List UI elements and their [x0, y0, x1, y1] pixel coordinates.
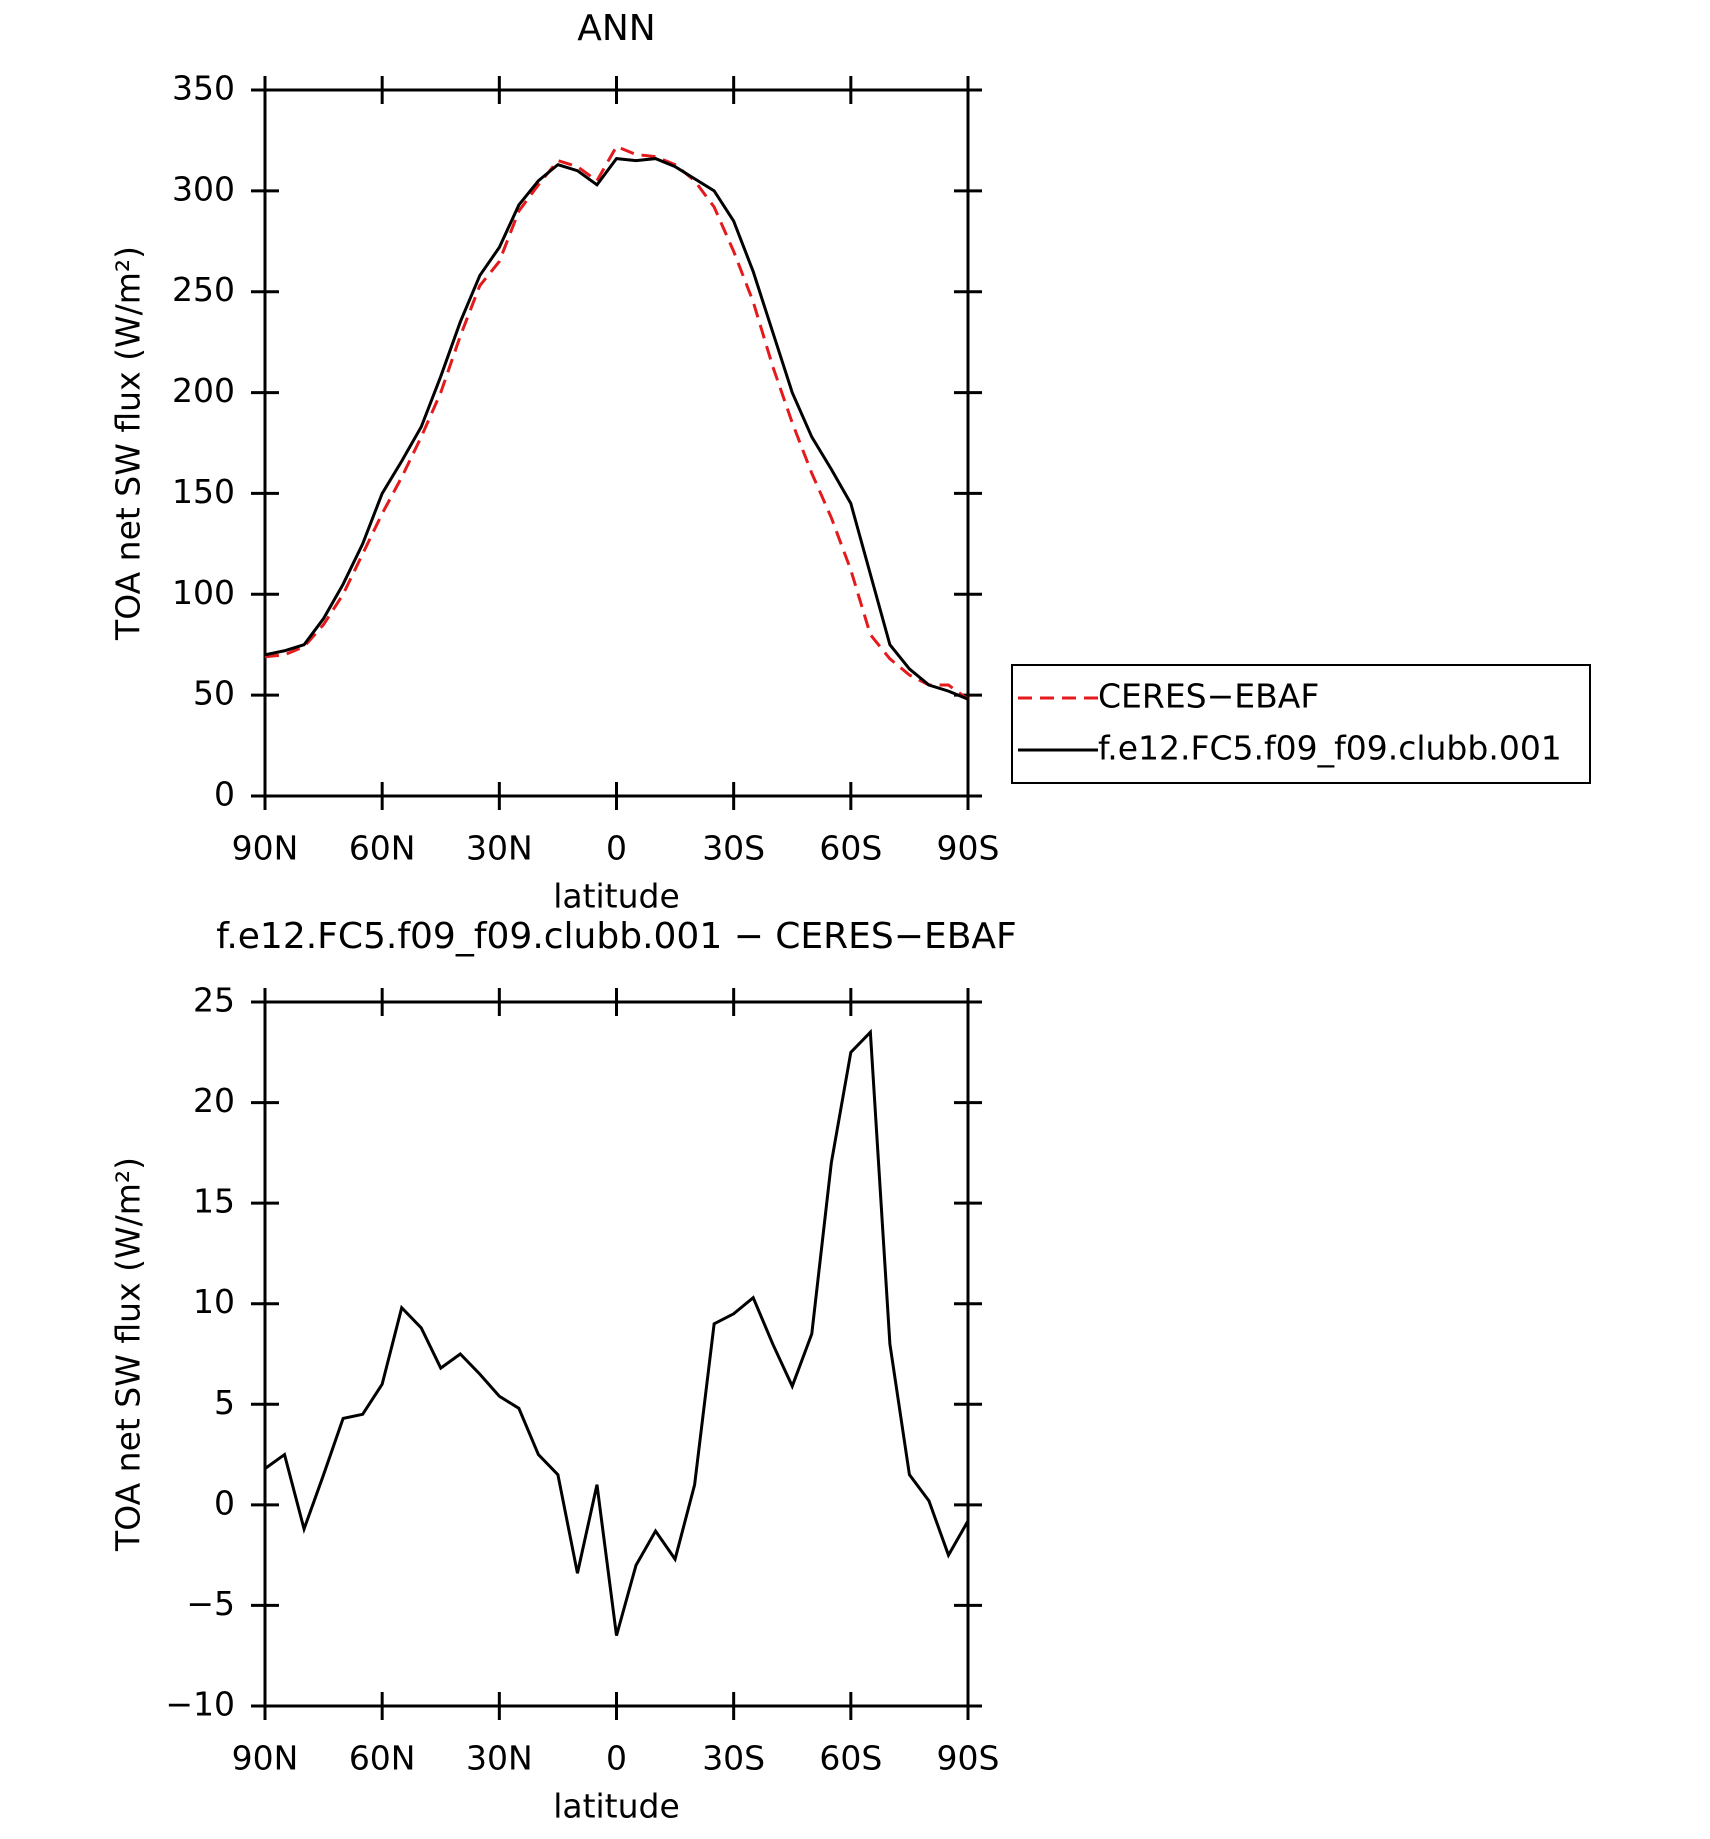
x-axis-label: latitude [553, 1787, 680, 1826]
x-tick-label: 60N [349, 1739, 416, 1778]
x-tick-label: 30N [466, 829, 533, 868]
x-tick-label: 30N [466, 1739, 533, 1778]
y-tick-label: 100 [172, 573, 235, 612]
x-tick-label: 60S [819, 829, 882, 868]
y-tick-label: 150 [172, 472, 235, 511]
x-tick-label: 30S [702, 1739, 765, 1778]
x-tick-label: 30S [702, 829, 765, 868]
series-line [264, 157, 969, 701]
legend-label: f.e12.FC5.f09_f09.clubb.001 [1098, 729, 1562, 768]
y-tick-label: 50 [193, 674, 235, 713]
y-tick-label: 5 [214, 1383, 235, 1422]
y-tick-label: 25 [193, 981, 235, 1020]
y-tick-label: 0 [214, 775, 235, 814]
legend-box [1011, 664, 1591, 784]
x-tick-label: 60S [819, 1739, 882, 1778]
plot-frame [263, 1000, 970, 1708]
y-tick-label: 300 [172, 169, 235, 208]
y-tick-label: −10 [165, 1685, 235, 1724]
x-axis-label: latitude [553, 877, 680, 916]
y-tick-label: 10 [193, 1282, 235, 1321]
chart-title: f.e12.FC5.f09_f09.clubb.001 − CERES−EBAF [216, 916, 1016, 957]
y-axis-label: TOA net SW flux (W/m²) [109, 246, 148, 641]
legend-label: CERES−EBAF [1098, 677, 1319, 716]
y-tick-label: 15 [193, 1182, 235, 1221]
chart-title: ANN [577, 8, 656, 49]
x-tick-label: 90N [232, 1739, 299, 1778]
x-tick-label: 60N [349, 829, 416, 868]
x-tick-label: 0 [606, 1739, 627, 1778]
y-tick-label: 250 [172, 270, 235, 309]
x-tick-label: 90S [937, 1739, 1000, 1778]
y-tick-label: 200 [172, 371, 235, 410]
x-tick-label: 90N [232, 829, 299, 868]
series-line [264, 1028, 970, 1637]
y-tick-label: 20 [193, 1081, 235, 1120]
x-tick-label: 90S [937, 829, 1000, 868]
x-tick-label: 0 [606, 829, 627, 868]
y-axis-label: TOA net SW flux (W/m²) [109, 1157, 148, 1552]
y-tick-label: −5 [186, 1584, 235, 1623]
plot-frame [263, 88, 970, 798]
series-line [264, 144, 969, 701]
y-tick-label: 350 [172, 69, 235, 108]
y-tick-label: 0 [214, 1483, 235, 1522]
